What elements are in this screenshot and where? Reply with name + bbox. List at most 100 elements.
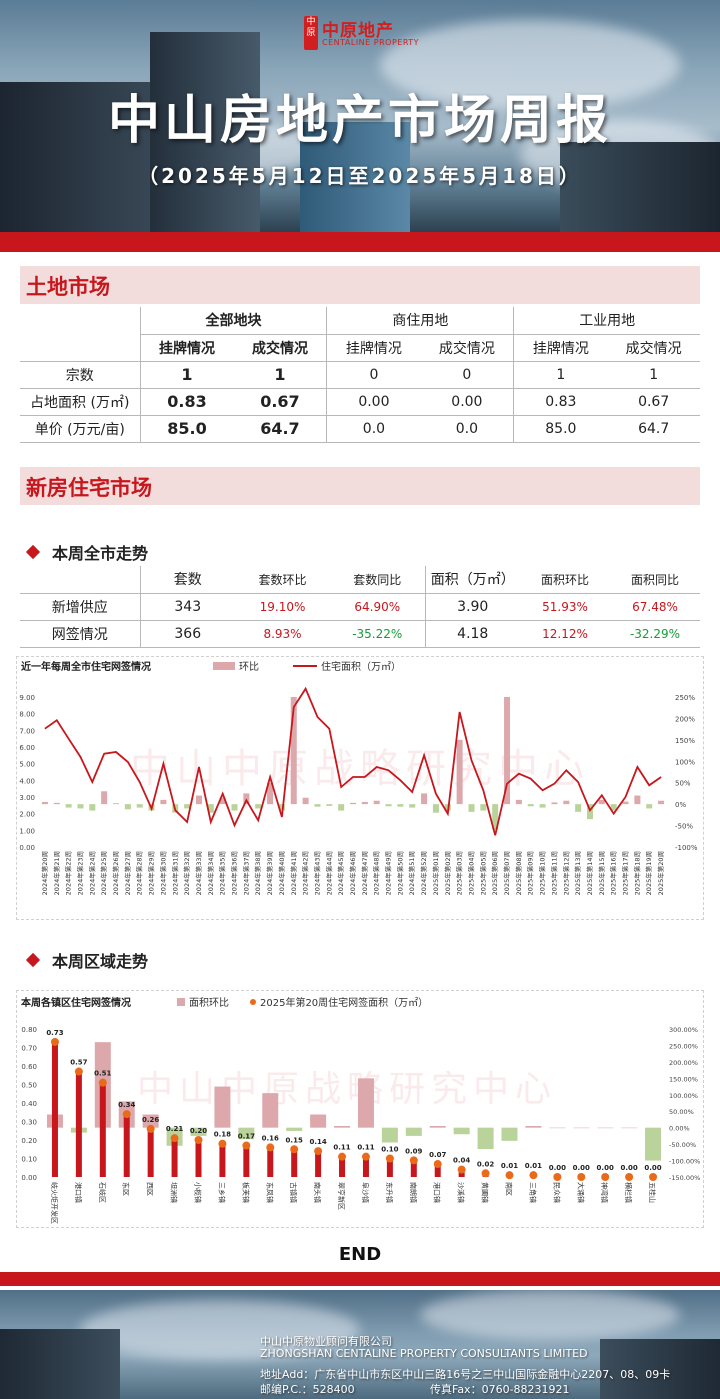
bar-mom [598,799,605,805]
cell-value: 1 [274,365,286,384]
region-chart: 本周各镇区住宅网签情况 面积环比 2025年第20周住宅网签面积（万㎡） 中山中原战略… [16,990,704,1228]
data-label: 0.04 [453,1157,470,1165]
data-label: 0.51 [94,1070,111,1078]
bar-area-mom [525,1126,542,1128]
footer-postcode: 邮编P.C.：528400 [260,1383,355,1396]
bar-mom [267,782,274,805]
x-tick-label: 东区 [122,1182,131,1196]
building-decoration [600,1339,720,1399]
bar-area-mom [238,1127,255,1140]
x-tick-label: 2024年第25周 [99,851,108,895]
point-area [218,1139,227,1148]
land-subcol: 成交情况 [233,333,327,361]
subsection-weekly: 本周全市走势 [25,540,149,564]
data-label: 0.20 [190,1127,207,1135]
footer-red-bar [0,1272,720,1286]
bar-mom [136,804,143,808]
bar-mom [77,804,84,809]
section-title-newhome: 新房住宅市场 [26,476,152,500]
weekly-col: 套数 [139,566,235,593]
point-area [577,1173,586,1181]
cell-value: 0.83 [513,388,608,415]
chart-title: 近一年每周全市住宅网签情况 [21,660,151,673]
row-label: 网签情况 [51,626,108,643]
footer-company-cn: 中山中原物业顾问有限公司 [260,1335,392,1348]
cell-value: 8.93% [263,626,302,641]
land-group-residential: 商住用地 [326,307,514,334]
bar-area [291,1149,298,1177]
bar-mom [290,697,297,805]
x-tick-label: 古镇镇 [289,1182,298,1203]
bar-area [243,1145,250,1177]
header-banner: 中原 中原地产 CENTALINE PROPERTY 中山房地产市场周报 （20… [0,0,720,232]
table-row: 新增供应 343 19.10% 64.90% 3.90 51.93% 67.48… [20,593,700,620]
bar-mom [658,800,665,805]
bar-area-mom [286,1127,303,1131]
data-label: 0.11 [333,1144,350,1152]
x-tick-label: 民众镇 [552,1182,561,1203]
point-area [242,1141,251,1150]
cell-value: 0.0 [326,415,421,442]
data-label: 0.00 [597,1164,614,1172]
x-tick-label: 2025年第17周 [621,851,630,895]
y-right-tick-label: 300.00% [669,1026,698,1034]
bar-area [75,1071,82,1177]
legend-swatch-dot [250,999,256,1005]
data-label: 0.11 [357,1144,374,1152]
building-decoration [0,1329,120,1399]
weekly-col: 面积同比 [630,572,679,587]
subsection-weekly-title: 本周全市走势 [52,544,149,563]
bar-area [434,1164,441,1177]
x-tick-label: 2025年第19周 [644,851,653,895]
bar-mom [219,797,226,805]
weekly-col: 面积（万㎡） [424,566,520,593]
bar-area [219,1143,226,1177]
bar-mom [278,804,285,811]
point-area [625,1173,634,1181]
cell-value: 64.90% [354,599,401,614]
x-tick-label: 2025年第13周 [573,851,582,895]
building-decoration [560,142,720,232]
x-tick-label: 2025年第10周 [538,851,547,895]
cell-value: 19.10% [259,599,306,614]
bar-mom [361,802,368,805]
building-decoration [0,82,150,232]
diamond-icon [25,952,41,968]
bar-area-mom [214,1086,231,1128]
y-left-tick-label: 0.00 [21,1174,37,1182]
table-row: 占地面积 (万㎡) 0.83 0.67 0.00 0.00 0.83 0.67 [20,388,700,415]
bar-area-mom [334,1126,351,1128]
data-label: 0.01 [525,1162,542,1170]
point-area [385,1154,394,1163]
bar-area-mom [597,1127,614,1129]
bar-area [386,1158,393,1177]
bar-area [195,1140,202,1177]
y-right-tick-label: 50.00% [669,1108,694,1116]
bar-mom [468,804,475,812]
bar-area-mom [310,1114,327,1128]
point-area [457,1165,466,1174]
report-title: 中山房地产市场周报 [107,90,612,151]
bar-area-mom [429,1126,446,1128]
y-left-tick-label: 4.00 [19,777,35,785]
x-tick-label: 2024年第47周 [360,851,369,895]
bar-mom [409,804,416,808]
building-decoration [150,32,260,232]
cell-value: 0.67 [638,393,670,410]
cell-value: 0.00 [451,393,483,410]
y-left-tick-label: 0.30 [21,1119,37,1127]
row-label: 宗数 [65,367,94,384]
bar-area [99,1082,106,1177]
logo-text-en: CENTALINE PROPERTY [322,38,420,47]
footer-address: 地址Add：广东省中山市东区中山三路16号之三中山国际金融中心2207、08、0… [260,1368,671,1381]
line-area-series [44,686,662,836]
y-right-tick-label: -150.00% [669,1174,700,1182]
bar-mom [65,804,72,808]
bar-area [315,1151,322,1177]
point-area [433,1160,442,1169]
land-subcol: 挂牌情况 [139,333,234,361]
x-tick-label: 2024年第52周 [419,851,428,895]
bar-area-mom [549,1127,566,1129]
data-label: 0.57 [70,1059,87,1067]
bar-mom [231,804,238,811]
